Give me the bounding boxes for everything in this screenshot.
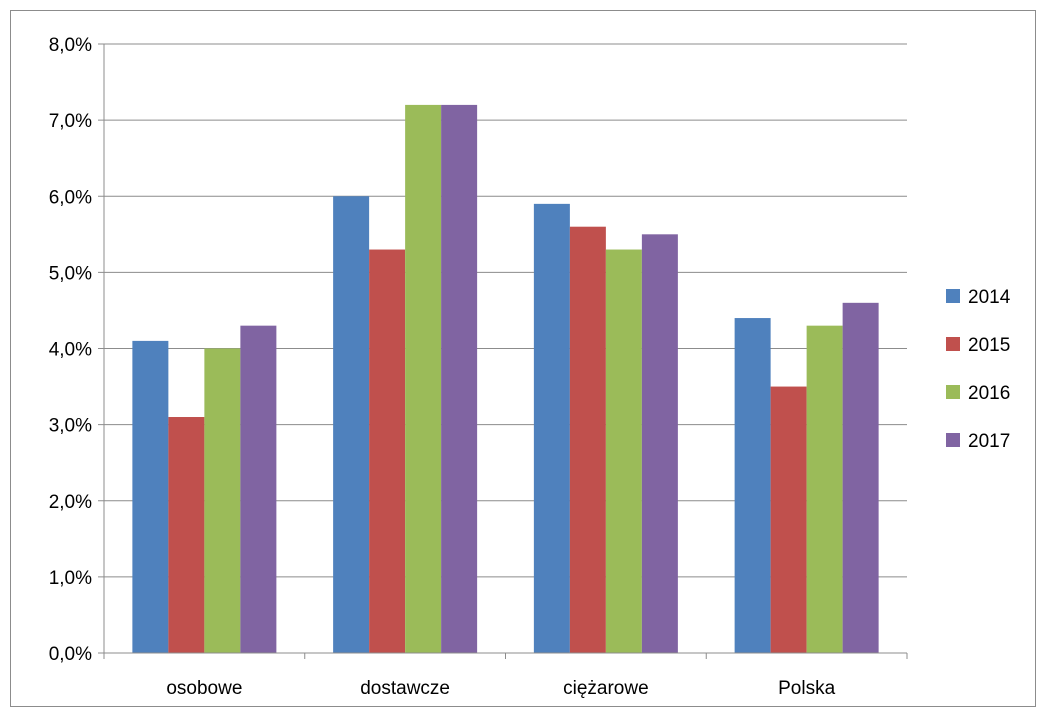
axes	[98, 43, 908, 659]
bar-2016-2	[605, 249, 642, 653]
legend-swatch	[946, 289, 960, 303]
legend-label: 2016	[968, 383, 1010, 404]
bar-2015-1	[369, 249, 406, 653]
x-axis-category-labels: osobowe dostawcze ciężarowe Polska	[166, 678, 835, 699]
legend-label: 2014	[968, 287, 1011, 308]
legend: 2014 2015 2016 2017	[946, 287, 1011, 452]
bars	[132, 104, 879, 654]
bar-2016-0	[204, 348, 241, 653]
bar-2017-3	[842, 302, 879, 653]
bar-2015-3	[770, 386, 807, 653]
legend-swatch	[946, 385, 960, 399]
y-tick-label: 7,0%	[49, 111, 92, 132]
legend-label: 2015	[968, 335, 1010, 356]
x-category-label: osobowe	[166, 678, 242, 699]
bar-2014-1	[333, 196, 370, 653]
y-tick-label: 5,0%	[49, 263, 92, 284]
x-category-label: Polska	[778, 678, 835, 699]
y-axis-tick-labels: 0,0% 1,0% 2,0% 3,0% 4,0% 5,0% 6,0% 7,0% 8,0%	[49, 35, 92, 665]
bar-2017-2	[641, 234, 678, 653]
bar-2014-2	[533, 203, 570, 654]
y-tick-label: 8,0%	[49, 35, 92, 56]
y-tick-label: 2,0%	[49, 492, 92, 513]
y-tick-label: 0,0%	[49, 644, 92, 665]
bar-2014-3	[734, 318, 771, 653]
bar-2016-3	[806, 325, 843, 653]
y-tick-label: 4,0%	[49, 340, 92, 361]
legend-swatch	[946, 337, 960, 351]
y-tick-label: 3,0%	[49, 416, 92, 437]
bar-2015-0	[168, 417, 205, 653]
legend-label: 2017	[968, 431, 1010, 452]
bar-2017-1	[441, 104, 478, 653]
x-category-label: ciężarowe	[563, 678, 649, 699]
legend-swatch	[946, 433, 960, 447]
bar-2016-1	[405, 104, 442, 653]
bar-2014-0	[132, 340, 169, 653]
y-tick-label: 1,0%	[49, 568, 92, 589]
bar-2017-0	[240, 325, 277, 653]
x-category-label: dostawcze	[360, 678, 450, 699]
bar-2015-2	[569, 226, 606, 653]
y-tick-label: 6,0%	[49, 187, 92, 208]
